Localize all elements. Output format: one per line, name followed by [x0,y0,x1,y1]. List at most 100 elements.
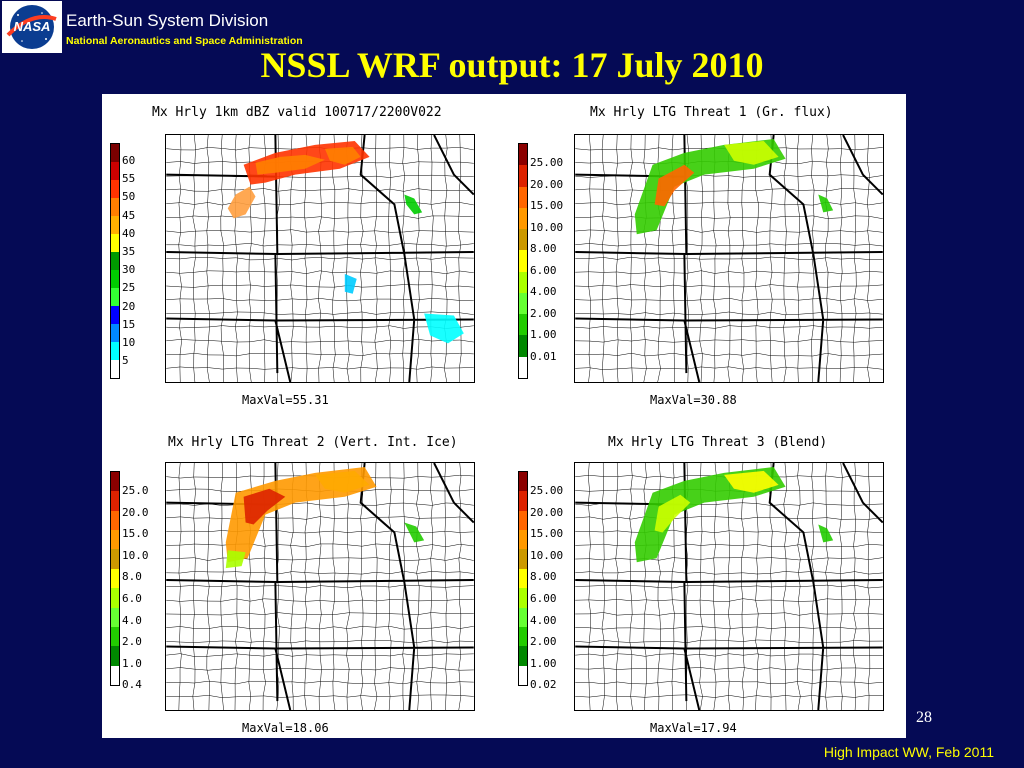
panel-4-maxval: MaxVal=17.94 [650,721,737,735]
colorbar-segment [111,549,119,568]
colorbar-label: 25.00 [530,484,563,497]
colorbar-label: 10.00 [530,221,563,234]
colorbar-label: 15.00 [530,199,563,212]
colorbar-segment [111,569,119,588]
panel-3-title: Mx Hrly LTG Threat 2 (Vert. Int. Ice) [168,435,458,450]
colorbar-segment [111,511,119,530]
colorbar-segment [111,144,119,162]
panel-3-colorbar [110,471,120,686]
colorbar-label: 40 [122,227,135,240]
footer-text: High Impact WW, Feb 2011 [824,744,994,760]
colorbar-segment [519,588,527,607]
nasa-logo-text: NASA [14,19,51,34]
colorbar-label: 4.0 [122,614,142,627]
panel-1-map [165,134,475,383]
colorbar-label: 0.4 [122,678,142,691]
colorbar-segment [519,530,527,549]
colorbar-segment [111,608,119,627]
colorbar-segment [111,270,119,288]
colorbar-label: 5 [122,354,129,367]
colorbar-segment [519,293,527,314]
colorbar-label: 45 [122,209,135,222]
colorbar-segment [519,608,527,627]
colorbar-label: 2.00 [530,307,557,320]
colorbar-label: 15.00 [530,527,563,540]
panel-1-maxval: MaxVal=55.31 [242,393,329,407]
wrf-figure: Mx Hrly 1km dBZ valid 100717/2200V022 60… [102,94,906,738]
colorbar-segment [519,491,527,510]
colorbar-segment [519,165,527,186]
panel-3-maxval: MaxVal=18.06 [242,721,329,735]
colorbar-segment [111,530,119,549]
colorbar-label: 2.00 [530,635,557,648]
colorbar-label: 8.0 [122,570,142,583]
colorbar-label: 20.00 [530,178,563,191]
colorbar-label: 1.00 [530,657,557,670]
colorbar-label: 10 [122,336,135,349]
colorbar-segment [519,208,527,229]
colorbar-segment [111,216,119,234]
colorbar-segment [111,627,119,646]
colorbar-segment [111,342,119,360]
slide-title: NSSL WRF output: 17 July 2010 [0,44,1024,86]
colorbar-segment [519,144,527,165]
storm-cell [228,187,256,219]
colorbar-segment [111,646,119,665]
colorbar-segment [519,627,527,646]
colorbar-segment [519,250,527,271]
panel-3-map [165,462,475,711]
state-borders [575,463,883,710]
storm-cell [424,314,464,344]
panel-2-maxval: MaxVal=30.88 [650,393,737,407]
county-grid [166,135,474,382]
panel-4-colorbar [518,471,528,686]
colorbar-segment [111,252,119,270]
colorbar-segment [111,162,119,180]
colorbar-label: 30 [122,263,135,276]
colorbar-segment [111,588,119,607]
panel-1-title: Mx Hrly 1km dBZ valid 100717/2200V022 [152,105,442,120]
colorbar-label: 15 [122,318,135,331]
county-grid [575,463,883,710]
colorbar-segment [111,180,119,198]
panel-1-colorbar [110,143,120,379]
panel-4-title: Mx Hrly LTG Threat 3 (Blend) [608,435,827,450]
storm-cell [345,274,357,294]
colorbar-segment [519,646,527,665]
colorbar-label: 55 [122,172,135,185]
storm-cell [818,525,833,543]
colorbar-segment [519,569,527,588]
colorbar-label: 4.00 [530,614,557,627]
panel-4-map [574,462,884,711]
colorbar-label: 1.0 [122,657,142,670]
state-borders [166,135,474,382]
colorbar-segment [519,357,527,378]
colorbar-label: 20.00 [530,506,563,519]
storm-cell [226,550,246,568]
page-number: 28 [916,709,932,727]
colorbar-segment [111,288,119,306]
org-title: Earth-Sun System Division [66,11,268,31]
colorbar-segment [111,306,119,324]
colorbar-segment [519,511,527,530]
colorbar-label: 4.00 [530,285,557,298]
colorbar-label: 35 [122,245,135,258]
colorbar-label: 8.00 [530,570,557,583]
colorbar-segment [519,472,527,491]
colorbar-label: 10.00 [530,549,563,562]
colorbar-segment [519,272,527,293]
colorbar-segment [111,666,119,685]
colorbar-label: 6.0 [122,592,142,605]
panel-2-map [574,134,884,383]
colorbar-segment [111,360,119,378]
colorbar-label: 20 [122,300,135,313]
colorbar-label: 8.00 [530,242,557,255]
colorbar-label: 20.0 [122,506,149,519]
colorbar-label: 60 [122,154,135,167]
county-grid [166,463,474,710]
colorbar-label: 1.00 [530,328,557,341]
colorbar-label: 2.0 [122,635,142,648]
colorbar-segment [519,666,527,685]
colorbar-segment [111,198,119,216]
panel-2-title: Mx Hrly LTG Threat 1 (Gr. flux) [590,105,833,120]
